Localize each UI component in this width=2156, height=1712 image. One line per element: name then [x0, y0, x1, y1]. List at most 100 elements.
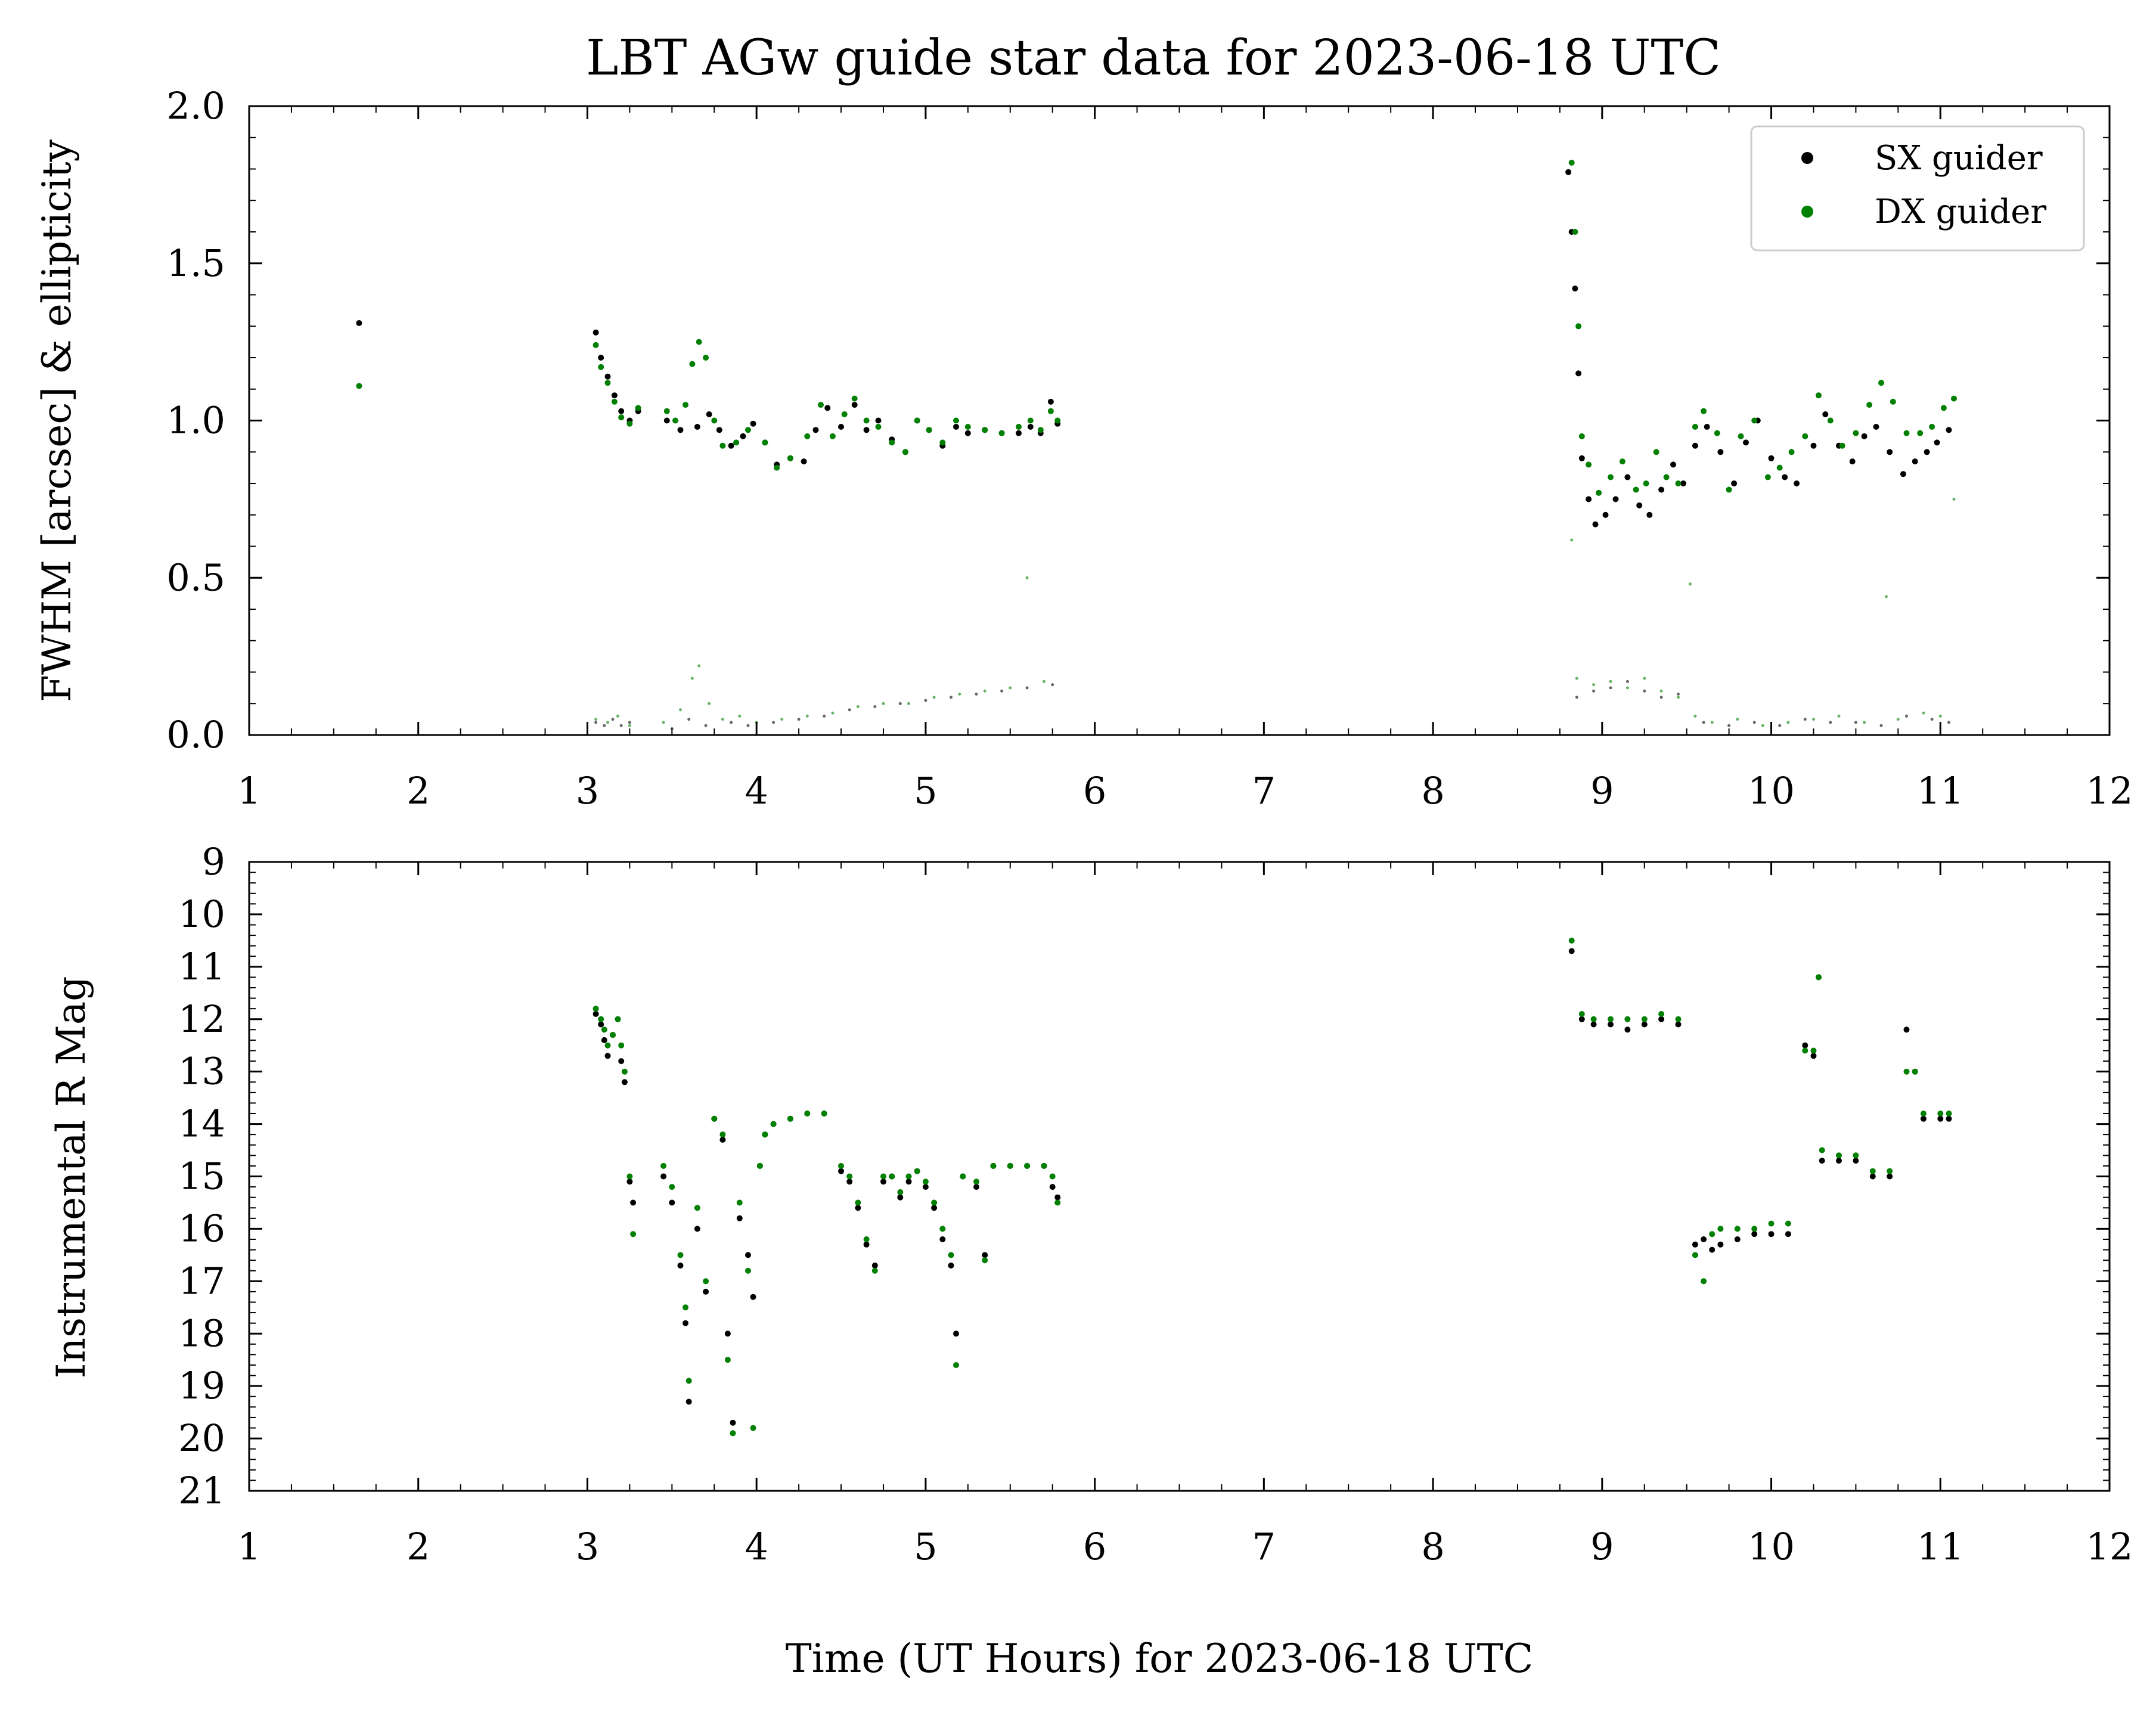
top-series-3-point [856, 705, 860, 708]
top-series-2-point [611, 718, 615, 721]
top-series-1-point [1802, 433, 1808, 439]
bottom-y-tick-label: 13 [178, 1050, 225, 1093]
bottom-x-tick-label: 6 [1083, 1525, 1106, 1568]
bottom-series-0-point [846, 1178, 853, 1185]
bottom-series-1-point [677, 1252, 684, 1258]
top-series-1-point [841, 411, 848, 417]
top-series-3-point [606, 721, 609, 724]
top-series-0-point [1717, 449, 1724, 455]
top-series-3-point [1677, 696, 1680, 699]
top-series-0-point [1861, 433, 1868, 439]
top-series-1-point [1692, 424, 1698, 430]
top-series-2-point [1575, 696, 1578, 699]
bottom-series-0-point [601, 1037, 607, 1043]
top-series-0-point [1565, 169, 1572, 175]
bottom-y-tick-label: 17 [178, 1259, 225, 1302]
bottom-series-0-point [953, 1330, 959, 1337]
top-series-3-point [1837, 714, 1841, 718]
bottom-series-1-point [1946, 1111, 1952, 1116]
bottom-series-1-point [1658, 1011, 1665, 1017]
bottom-y-axis-label: Instrumental R Mag [48, 976, 94, 1379]
top-series-1-point [1776, 464, 1783, 471]
top-series-0-point [1016, 430, 1022, 436]
top-series-0-point [1572, 286, 1578, 291]
bottom-series-0-point [604, 1053, 611, 1059]
top-series-3-point [1643, 677, 1646, 680]
bottom-series-0-point [1836, 1158, 1842, 1164]
top-series-1-point [1575, 323, 1582, 330]
bottom-series-1-point [1041, 1162, 1047, 1169]
top-series-0-point [1578, 455, 1585, 461]
bottom-series-1-point [1751, 1226, 1758, 1232]
top-x-tick-label: 12 [2086, 769, 2133, 812]
bottom-series-0-point [1785, 1231, 1791, 1238]
top-series-3-point [1043, 680, 1046, 683]
top-series-3-point [1025, 576, 1029, 579]
top-series-2-point [628, 721, 631, 724]
bottom-series-0-point [1701, 1236, 1707, 1242]
top-series-1-point [672, 417, 678, 424]
bottom-x-tick-label: 3 [576, 1525, 599, 1568]
bottom-series-0-point [685, 1398, 692, 1405]
top-series-2-point [823, 714, 826, 718]
bottom-x-tick-label: 4 [744, 1525, 768, 1568]
bottom-series-0-point [1802, 1042, 1808, 1049]
top-x-tick-label: 11 [1917, 769, 1964, 812]
top-series-1-point [1633, 486, 1639, 493]
bottom-series-0-point [660, 1173, 667, 1180]
bottom-series-1-point [621, 1068, 628, 1075]
top-series-0-point [1636, 502, 1643, 508]
top-series-1-point [626, 420, 633, 427]
top-series-3-point [1922, 711, 1925, 715]
bottom-series-1-point [1701, 1278, 1707, 1285]
top-series-1-point [635, 405, 641, 411]
bottom-series-1-point [1853, 1152, 1859, 1159]
bottom-y-tick-label: 16 [178, 1207, 225, 1250]
top-series-2-point [1609, 686, 1612, 690]
top-series-0-point [611, 392, 618, 399]
bottom-series-1-point [1887, 1168, 1893, 1174]
top-series-3-point [1896, 718, 1900, 721]
top-x-tick-label: 6 [1083, 769, 1106, 812]
top-series-2-point [730, 721, 733, 724]
bottom-series-1-point [601, 1026, 607, 1033]
top-series-1-point [939, 439, 946, 446]
top-series-1-point [711, 417, 718, 424]
top-series-3-point [679, 708, 682, 712]
top-series-1-point [703, 355, 709, 361]
bottom-series-0-point [1568, 948, 1575, 954]
bottom-series-1-point [838, 1162, 844, 1169]
top-series-0-point [1670, 461, 1676, 468]
bottom-series-1-point [1816, 974, 1822, 981]
bottom-series-0-point [618, 1058, 625, 1065]
top-y-axis-label: FWHM [arcsec] & ellipticity [34, 139, 80, 702]
top-series-0-point [1680, 480, 1686, 486]
top-series-1-point [733, 439, 740, 446]
top-y-tick-label: 0.0 [166, 713, 225, 756]
bottom-y-tick-label: 14 [178, 1102, 225, 1146]
top-series-1-point [1917, 430, 1924, 436]
legend-box [1750, 125, 2085, 252]
top-series-2-point [594, 721, 598, 724]
bottom-series-0-point [669, 1199, 675, 1206]
top-series-1-point [1027, 417, 1034, 424]
top-y-tick-label: 0.5 [166, 556, 225, 599]
top-series-1-point [998, 430, 1005, 436]
top-series-2-point [924, 699, 927, 702]
top-series-0-point [838, 424, 844, 430]
top-series-3-point [907, 702, 910, 705]
top-series-0-point [851, 402, 858, 408]
bottom-series-1-point [1920, 1111, 1927, 1116]
top-series-2-point [898, 702, 902, 705]
bottom-series-0-point [677, 1263, 684, 1269]
bottom-series-0-point [736, 1215, 743, 1221]
bottom-series-1-point [871, 1267, 878, 1274]
top-series-2-point [1677, 692, 1680, 696]
bottom-series-0-point [1853, 1158, 1859, 1164]
top-series-1-point [1568, 159, 1575, 166]
top-x-tick-label: 2 [407, 769, 430, 812]
bottom-series-1-point [1608, 1016, 1614, 1022]
top-series-1-point [1738, 433, 1744, 439]
bottom-series-1-point [669, 1184, 675, 1190]
top-series-1-point [926, 427, 932, 433]
